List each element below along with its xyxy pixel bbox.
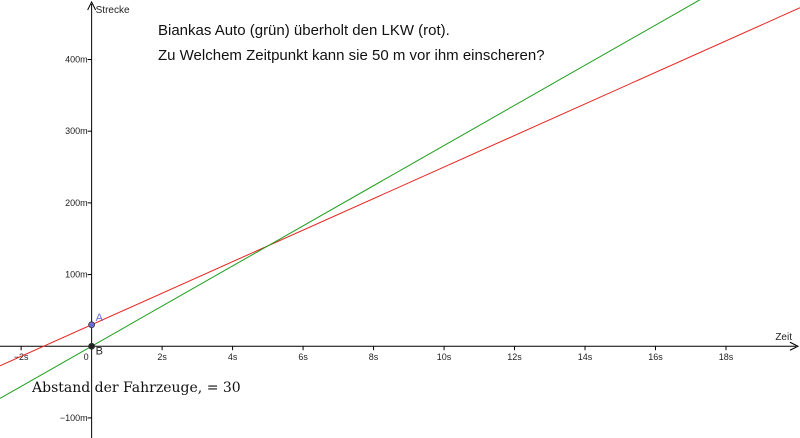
x-axis-arrow — [789, 341, 800, 351]
x-tick-label: 8s — [369, 352, 379, 362]
y-axis-arrow — [87, 0, 97, 11]
y-tick-label: 200m — [65, 198, 88, 208]
x-tick-label: 12s — [507, 352, 522, 362]
y-tick-label: −100m — [60, 413, 88, 423]
point-label-A: A — [96, 312, 104, 324]
distance-text: Abstand der Fahrzeuge, = 30 — [32, 380, 241, 396]
y-axis-label: Strecke — [96, 5, 130, 16]
point-A — [88, 321, 96, 329]
task-text-line-1: Biankas Auto (grün) überholt den LKW (ro… — [158, 22, 450, 39]
x-tick-label: 2s — [157, 352, 167, 362]
y-tick-label: 400m — [65, 54, 88, 64]
x-tick-label: 10s — [437, 352, 452, 362]
series-line-f — [0, 0, 701, 399]
x-tick-label: 16s — [648, 352, 663, 362]
series-line-g — [0, 7, 800, 367]
point-label-B: B — [96, 345, 103, 357]
x-tick-label: −2s — [14, 352, 29, 362]
y-tick-label: 100m — [65, 270, 88, 280]
x-tick-label: 4s — [228, 352, 238, 362]
x-tick-label: 14s — [578, 352, 593, 362]
x-tick-label: 0 — [84, 352, 89, 362]
x-tick-label: 6s — [298, 352, 308, 362]
x-tick-label: 18s — [719, 352, 734, 362]
y-tick-label: 300m — [65, 126, 88, 136]
x-axis-label: Zeit — [775, 332, 792, 343]
task-text-line-2: Zu Welchem Zeitpunkt kann sie 50 m vor i… — [158, 47, 545, 64]
point-B — [88, 342, 96, 350]
